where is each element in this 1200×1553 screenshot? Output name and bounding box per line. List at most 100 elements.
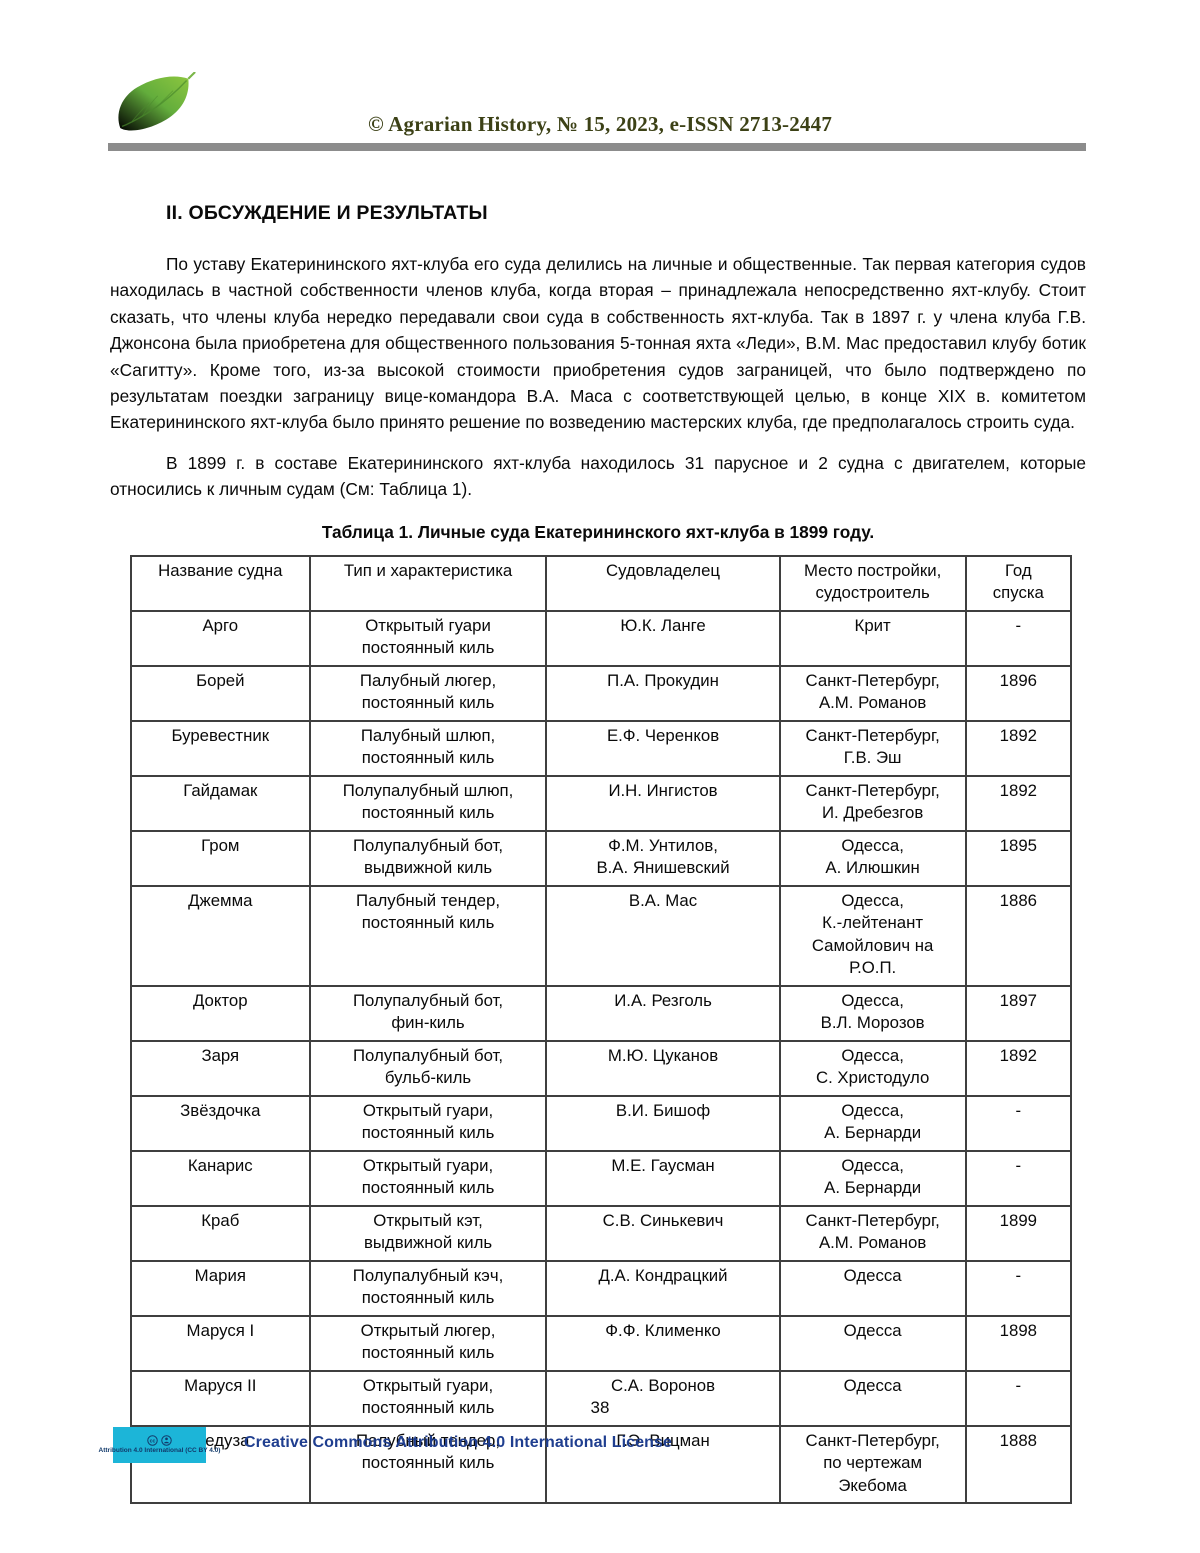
table-cell: В.И. Бишоф [545, 1094, 781, 1152]
table-cell: - [964, 1094, 1073, 1152]
table-cell: Буревестник [130, 719, 311, 777]
table-cell: Джемма [130, 884, 311, 987]
column-header: Место постройки, судостроитель [778, 554, 967, 612]
table-cell: 1897 [964, 984, 1073, 1042]
article-content: II. ОБСУЖДЕНИЕ И РЕЗУЛЬТАТЫ По уставу Ек… [110, 152, 1086, 1505]
table-cell: Санкт-Петербург, А.М. Романов [778, 664, 967, 722]
table-cell: 1898 [964, 1314, 1073, 1372]
table-cell: Борей [130, 664, 311, 722]
journal-title: © Agrarian History, № 15, 2023, e-ISSN 2… [367, 112, 833, 136]
column-header: Название судна [130, 554, 311, 612]
cc-license-badge[interactable]: cc Attribution 4.0 International (CC BY … [99, 1427, 220, 1463]
cc-badge-icons: cc [147, 1435, 172, 1446]
table-cell: В.А. Мас [545, 884, 781, 987]
cc-badge-label: Attribution 4.0 International (CC BY 4.0… [98, 1447, 221, 1454]
yacht-table: Название судна Тип и характеристика Судовл… [130, 554, 1073, 1505]
table-body: Арго Открытый гуари постоянный киль Ю.К. Л… [130, 609, 1073, 1505]
table-cell: Ф.М. Унтилов, В.А. Янишевский [545, 829, 781, 887]
table-cell: Одесса, А. Бернарди [778, 1149, 967, 1207]
table-header-row: Название судна Тип и характеристика Судовл… [130, 554, 1073, 612]
table-cell: С.В. Синькевич [545, 1204, 781, 1262]
table-cell: Краб [130, 1204, 311, 1262]
table-cell: Г.Э. Вицман [545, 1424, 781, 1505]
table-cell: Полупалубный бот, фин-киль [308, 984, 548, 1042]
table-cell: Одесса, А. Бернарди [778, 1094, 967, 1152]
table-cell: М.Ю. Цуканов [545, 1039, 781, 1097]
table-cell: Санкт-Петербург, Г.В. Эш [778, 719, 967, 777]
table-cell: 1895 [964, 829, 1073, 887]
table-cell: Открытый люгер, постоянный киль [308, 1314, 548, 1372]
column-header: Судовладелец [545, 554, 781, 612]
table-cell: Палубный шлюп, постоянный киль [308, 719, 548, 777]
page-number: 38 [590, 1398, 610, 1417]
table-caption: Таблица 1. Личные суда Екатерининского я… [321, 521, 875, 542]
table-cell: Открытый гуари, постоянный киль [308, 1149, 548, 1207]
table-cell: 1899 [964, 1204, 1073, 1262]
table-row: Медуза Палубный тендер, постоянный киль Г.… [130, 1424, 1073, 1505]
section-heading: II. ОБСУЖДЕНИЕ И РЕЗУЛЬТАТЫ [166, 202, 488, 224]
table-cell: Маруся II [130, 1369, 311, 1427]
table-row: Джемма Палубный тендер, постоянный киль В.… [130, 884, 1073, 987]
table-cell: 1888 [964, 1424, 1073, 1505]
table-cell: Крит [778, 609, 967, 667]
header-divider [108, 143, 1086, 151]
table-cell: С.А. Воронов [545, 1369, 781, 1427]
table-cell: Е.Ф. Черенков [545, 719, 781, 777]
table-cell: 1892 [964, 719, 1073, 777]
table-cell: Канарис [130, 1149, 311, 1207]
table-row: Звёздочка Открытый гуари, постоянный киль… [130, 1094, 1073, 1152]
table-cell: Одесса, С. Христодуло [778, 1039, 967, 1097]
table-cell: Д.А. Кондрацкий [545, 1259, 781, 1317]
table-cell: - [964, 1259, 1073, 1317]
table-cell: И.Н. Ингистов [545, 774, 781, 832]
table-row: Буревестник Палубный шлюп, постоянный кил… [130, 719, 1073, 777]
table-row: Маруся I Открытый люгер, постоянный киль Ф… [130, 1314, 1073, 1372]
table-cell: Санкт-Петербург, по чертежам Экебома [778, 1424, 967, 1505]
table-cell: 1886 [964, 884, 1073, 987]
table-cell: Палубный тендер, постоянный киль [308, 884, 548, 987]
table-cell: Одесса [778, 1369, 967, 1427]
table-cell: Полупалубный бот, бульб-киль [308, 1039, 548, 1097]
table-cell: Гром [130, 829, 311, 887]
table-cell: Арго [130, 609, 311, 667]
table-cell: И.А. Резголь [545, 984, 781, 1042]
table-row: Арго Открытый гуари постоянный киль Ю.К. Л… [130, 609, 1073, 667]
table-cell: Одесса, К.-лейтенант Самойлович на Р.О.П… [778, 884, 967, 987]
table-cell: Доктор [130, 984, 311, 1042]
leaf-logo-icon [112, 71, 200, 140]
table-cell: 1896 [964, 664, 1073, 722]
table-cell: Открытый кэт, выдвижной киль [308, 1204, 548, 1262]
cc-circle-icon: cc [147, 1435, 158, 1446]
table-cell: Открытый гуари постоянный киль [308, 609, 548, 667]
table-row: Заря Полупалубный бот, бульб-киль М.Ю. Цук… [130, 1039, 1073, 1097]
table-cell: Маруся I [130, 1314, 311, 1372]
body-paragraph: В 1899 г. в составе Екатерининского яхт-… [110, 452, 1086, 500]
table-cell: - [964, 1369, 1073, 1427]
table-cell: Одесса, А. Илюшкин [778, 829, 967, 887]
table-row: Краб Открытый кэт, выдвижной киль С.В. Син… [130, 1204, 1073, 1262]
column-header: Год спуска [964, 554, 1073, 612]
svg-text:cc: cc [150, 1438, 156, 1444]
table-cell: М.Е. Гаусман [545, 1149, 781, 1207]
table-cell: Одесса [778, 1259, 967, 1317]
table-cell: Одесса [778, 1314, 967, 1372]
cc-license-link[interactable]: Creative Commons Attribution 4.0 Interna… [244, 1434, 672, 1451]
table-row: Борей Палубный люгер, постоянный киль П.А.… [130, 664, 1073, 722]
table-header-row: Название судна Тип и характеристика Судовл… [130, 554, 1073, 612]
table-cell: Палубный тендер, постоянный киль [308, 1424, 548, 1505]
license-footer: cc Attribution 4.0 International (CC BY … [99, 1427, 1091, 1465]
table-cell: - [964, 609, 1073, 667]
table-row: Гром Полупалубный бот, выдвижной киль Ф.М.… [130, 829, 1073, 887]
table-cell: 1892 [964, 774, 1073, 832]
table-row: Мария Полупалубный кэч, постоянный киль Д.… [130, 1259, 1073, 1317]
table-cell: Одесса, В.Л. Морозов [778, 984, 967, 1042]
table-cell: Палубный люгер, постоянный киль [308, 664, 548, 722]
table-row: Гайдамак Полупалубный шлюп, постоянный ки… [130, 774, 1073, 832]
table-cell: Полупалубный бот, выдвижной киль [308, 829, 548, 887]
table-cell: Мария [130, 1259, 311, 1317]
table-cell: Полупалубный кэч, постоянный киль [308, 1259, 548, 1317]
table-cell: 1892 [964, 1039, 1073, 1097]
table-cell: Заря [130, 1039, 311, 1097]
table-cell: Санкт-Петербург, А.М. Романов [778, 1204, 967, 1262]
